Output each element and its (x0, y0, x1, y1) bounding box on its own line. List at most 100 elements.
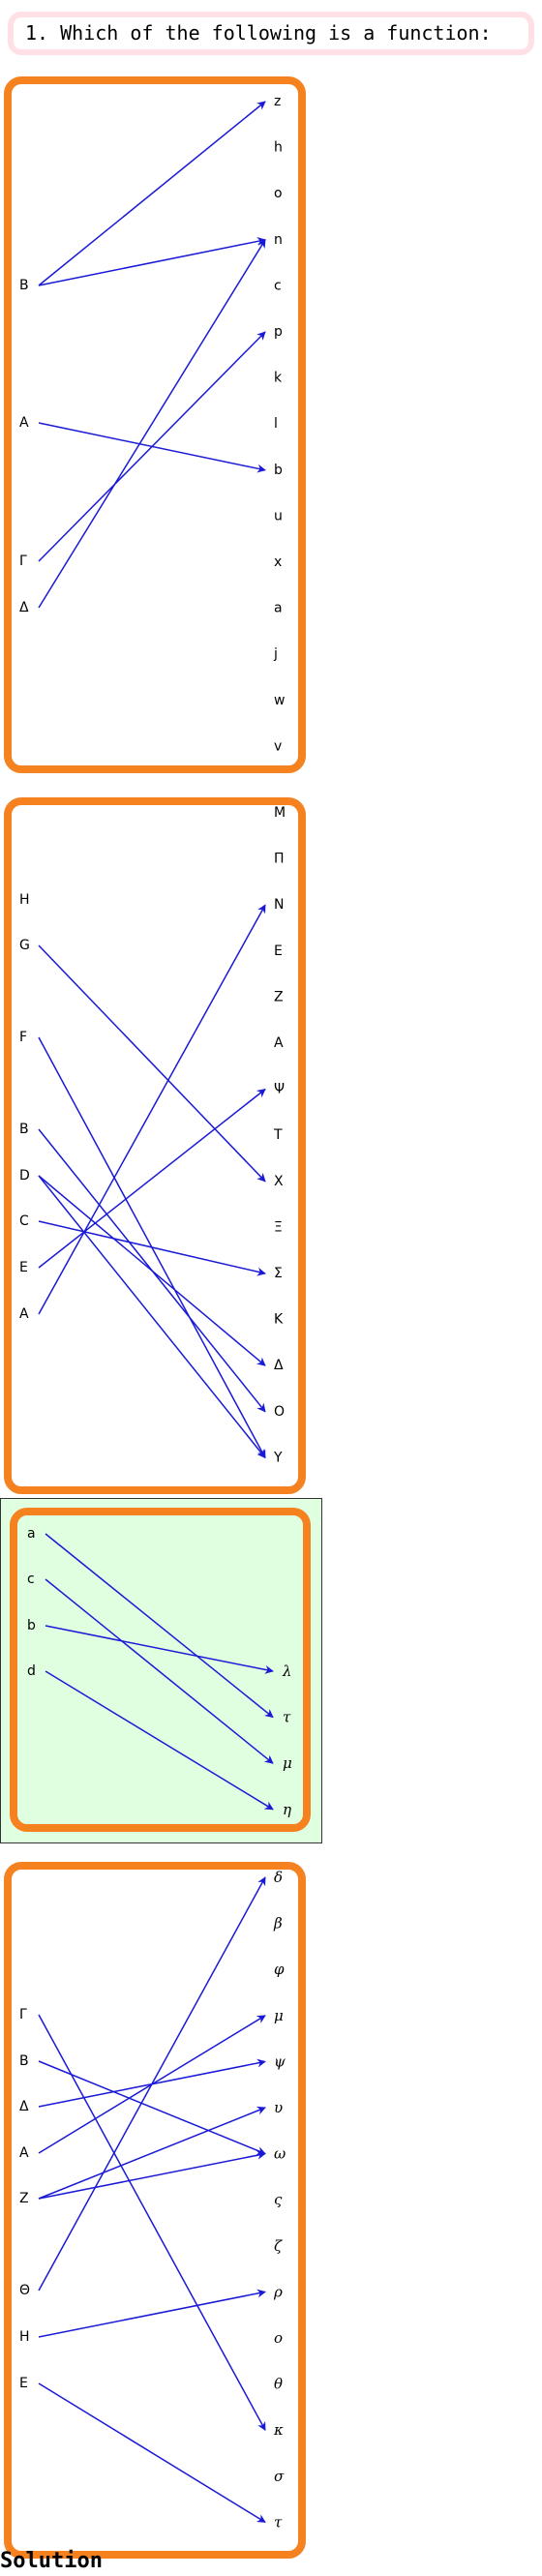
domain-label: H (19, 892, 30, 908)
mapping-arrow (38, 1175, 266, 1459)
option-frame (10, 1508, 311, 1832)
domain-label: E (19, 2376, 28, 2391)
codomain-label: T (273, 1127, 283, 1143)
domain-label: A (19, 1306, 29, 1322)
codomain-label: w (274, 693, 285, 708)
mapping-diagram-3: a c b d λ τ μ η (10, 1508, 311, 1832)
codomain-label: E (274, 944, 283, 959)
codomain-label: λ (282, 1662, 292, 1680)
domain-label: A (19, 2145, 29, 2161)
domain-label: c (27, 1572, 35, 1587)
domain-label: Γ (19, 554, 27, 569)
domain-label: F (19, 1030, 27, 1045)
codomain-label: Δ (274, 1358, 284, 1373)
domain-label: G (19, 938, 30, 953)
mapping-arrow (38, 239, 266, 609)
option-panel-3[interactable]: a c b d λ τ μ η (0, 1498, 322, 1843)
mapping-arrow (38, 1876, 266, 2291)
codomain-label: ψ (274, 2052, 286, 2070)
codomain-label: υ (274, 2099, 283, 2116)
codomain-label: φ (274, 1961, 285, 1978)
codomain-label: p (274, 324, 283, 340)
domain-label: B (19, 1122, 29, 1137)
mapping-arrow (38, 101, 266, 286)
codomain-label: Ξ (274, 1219, 283, 1235)
codomain-label: a (274, 601, 283, 616)
codomain-label: η (283, 1801, 291, 1818)
codomain-label: ο (274, 2329, 283, 2347)
codomain-label: ς (274, 2191, 283, 2208)
codomain-label: δ (274, 1869, 283, 1886)
codomain-label: τ (274, 2513, 283, 2531)
codomain-label: Ψ (274, 1082, 285, 1097)
domain-label: A (19, 415, 29, 431)
mapping-arrow (38, 1220, 266, 1276)
domain-label: Γ (19, 2007, 27, 2022)
domain-label: E (19, 1260, 28, 1275)
domain-label: b (27, 1618, 36, 1633)
codomain-label: β (273, 1915, 283, 1932)
codomain-label: ζ (274, 2237, 283, 2255)
mapping-arrow (38, 2014, 266, 2431)
domain-label: Z (19, 2191, 29, 2206)
codomain-label: Y (273, 1450, 283, 1465)
codomain-label: k (274, 371, 283, 386)
codomain-label: v (274, 738, 282, 754)
codomain-label: ρ (273, 2283, 283, 2300)
domain-label: D (19, 1168, 30, 1183)
question-text: 1. Which of the following is a function: (8, 12, 534, 55)
mapping-arrow (38, 2060, 266, 2155)
mapping-arrow (38, 1175, 266, 1366)
mapping-arrow (45, 1578, 274, 1764)
mapping-diagram-2: H G F B D C E A M Π N E Z A Ψ T X Ξ Σ K Δ O Y (4, 797, 306, 1494)
mapping-diagram-4: Γ B Δ A Z Θ H Eδ β φ μ ψ υ ω ς ζ ρ ο θ κ σ τ (4, 1862, 306, 2559)
mapping-arrow (38, 2106, 266, 2200)
codomain-label: ω (274, 2145, 286, 2163)
codomain-label: j (273, 646, 278, 662)
codomain-label: x (274, 554, 282, 570)
codomain-label: μ (274, 2007, 284, 2024)
mapping-arrow (38, 236, 266, 286)
mapping-arrow (38, 331, 266, 562)
codomain-label: M (274, 805, 286, 821)
mapping-arrow (38, 904, 266, 1315)
codomain-label: σ (274, 2468, 285, 2485)
mapping-arrow (38, 944, 266, 1183)
codomain-label: h (274, 140, 283, 156)
codomain-label: b (274, 463, 283, 478)
mapping-arrow (38, 2150, 266, 2200)
codomain-label: τ (283, 1709, 291, 1726)
codomain-label: l (274, 416, 278, 432)
option-frame (4, 76, 306, 773)
option-panel-2[interactable]: H G F B D C E A M Π N E Z A Ψ T X Ξ Σ K Δ O Y (0, 794, 310, 1500)
option-frame (4, 1862, 306, 2559)
codomain-label: Σ (274, 1266, 283, 1281)
mapping-arrow (45, 1533, 274, 1719)
domain-label: Δ (19, 2099, 29, 2114)
codomain-label: u (274, 508, 283, 524)
mapping-arrow (45, 1625, 274, 1674)
codomain-label: N (274, 897, 284, 913)
codomain-label: n (274, 232, 283, 248)
option-frame (4, 797, 306, 1494)
codomain-label: A (274, 1035, 284, 1051)
mapping-arrow (38, 2382, 266, 2524)
codomain-label: κ (273, 2421, 284, 2439)
domain-label: B (19, 278, 29, 293)
domain-label: B (19, 2053, 29, 2069)
domain-label: d (27, 1663, 36, 1679)
codomain-label: Z (274, 989, 284, 1004)
mapping-arrow (38, 1089, 266, 1269)
mapping-arrow (45, 1670, 274, 1811)
codomain-label: K (274, 1312, 284, 1328)
codomain-label: X (274, 1174, 284, 1189)
mapping-arrow (38, 2289, 266, 2338)
codomain-label: μ (283, 1754, 292, 1772)
codomain-label: Π (274, 852, 285, 867)
codomain-label: θ (274, 2376, 283, 2393)
codomain-label: z (274, 94, 281, 109)
domain-label: C (19, 1213, 29, 1229)
